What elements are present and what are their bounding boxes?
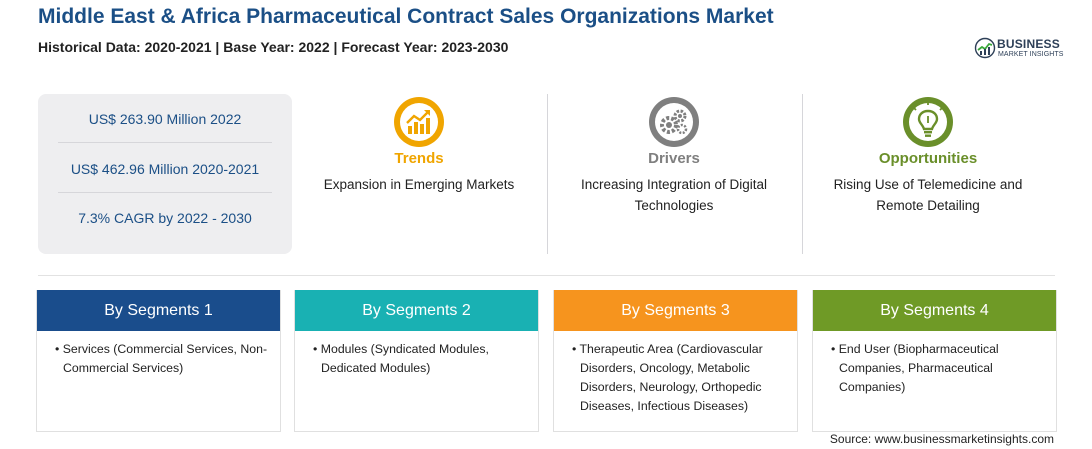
source-credit: Source: www.businessmarketinsights.com bbox=[829, 432, 1054, 446]
opportunities-description: Rising Use of Telemedicine and Remote De… bbox=[833, 177, 1023, 213]
trends-column: Trends Expansion in Emerging Markets bbox=[304, 96, 534, 195]
segment-2-item: • Modules (Syndicated Modules, Dedicated… bbox=[313, 342, 489, 375]
stat-cagr: 7.3% CAGR by 2022 - 2030 bbox=[78, 210, 252, 226]
segment-card-1: By Segments 1 • Services (Commercial Ser… bbox=[36, 290, 281, 432]
opportunities-title: Opportunities bbox=[878, 150, 978, 167]
page-subtitle: Historical Data: 2020-2021 | Base Year: … bbox=[38, 39, 509, 55]
logo-tagline: MARKET INSIGHTS bbox=[998, 51, 1064, 58]
drivers-title: Drivers bbox=[648, 150, 700, 167]
gears-icon bbox=[649, 97, 699, 147]
stat-market-size-2022: US$ 263.90 Million 2022 bbox=[88, 111, 242, 127]
segment-3-item: • Therapeutic Area (Cardiovascular Disor… bbox=[572, 342, 763, 413]
growth-chart-icon bbox=[394, 97, 444, 147]
trends-title: Trends bbox=[394, 150, 444, 167]
stat-divider bbox=[58, 192, 272, 193]
market-stats-panel: US$ 263.90 Million 2022 US$ 462.96 Milli… bbox=[38, 94, 292, 254]
segment-2-header: By Segments 2 bbox=[295, 290, 538, 331]
drivers-description: Increasing Integration of Digital Techno… bbox=[580, 177, 768, 213]
business-market-insights-logo[interactable]: BUSINESS MARKET INSIGHTS bbox=[974, 36, 1064, 62]
stat-divider bbox=[58, 142, 272, 143]
segment-1-item: • Services (Commercial Services, Non-Com… bbox=[55, 342, 268, 375]
logo-name: BUSINESS bbox=[997, 37, 1060, 51]
segment-4-header: By Segments 4 bbox=[813, 290, 1056, 331]
segment-1-header: By Segments 1 bbox=[37, 290, 280, 331]
section-divider bbox=[38, 275, 1055, 276]
lightbulb-icon bbox=[903, 97, 953, 147]
page-title: Middle East & Africa Pharmaceutical Cont… bbox=[38, 5, 774, 28]
stat-historical-value: US$ 462.96 Million 2020-2021 bbox=[70, 161, 260, 177]
segment-card-4: By Segments 4 • End User (Biopharmaceuti… bbox=[812, 290, 1057, 432]
opportunities-column: Opportunities Rising Use of Telemedicine… bbox=[813, 96, 1043, 216]
segment-card-2: By Segments 2 • Modules (Syndicated Modu… bbox=[294, 290, 539, 432]
globe-logo-icon bbox=[974, 37, 996, 59]
trends-description: Expansion in Emerging Markets bbox=[323, 177, 515, 192]
column-divider bbox=[802, 94, 803, 254]
column-divider bbox=[547, 94, 548, 254]
segment-3-header: By Segments 3 bbox=[554, 290, 797, 331]
segment-4-item: • End User (Biopharmaceutical Companies,… bbox=[831, 342, 999, 394]
drivers-column: Drivers Increasing Integration of Digita… bbox=[559, 96, 789, 216]
segment-card-3: By Segments 3 • Therapeutic Area (Cardio… bbox=[553, 290, 798, 432]
